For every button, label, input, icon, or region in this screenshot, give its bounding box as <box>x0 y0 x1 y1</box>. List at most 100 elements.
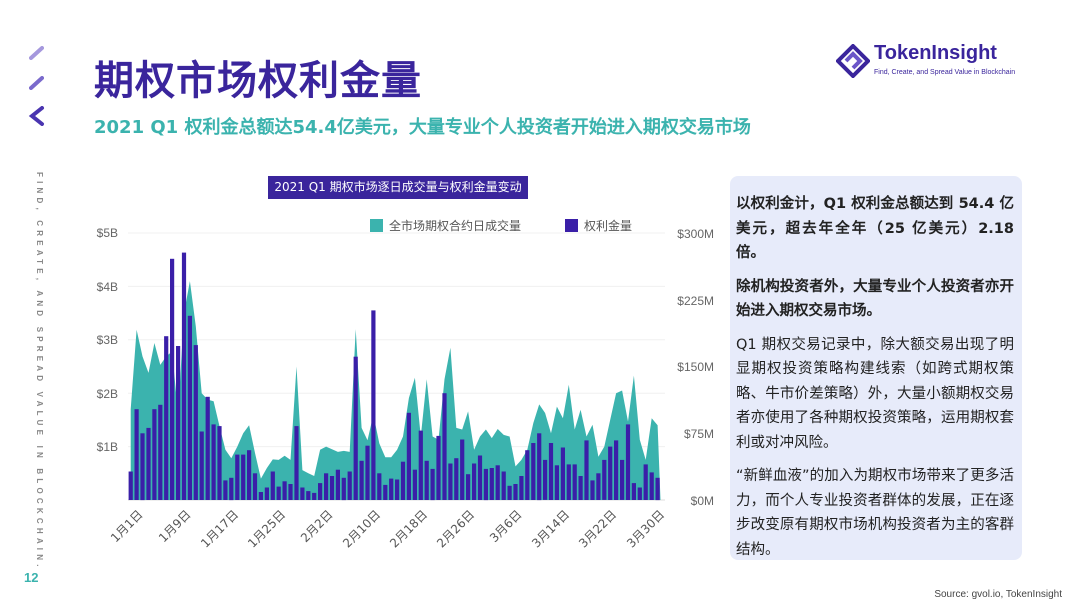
premium-bar <box>306 491 311 500</box>
premium-bar <box>282 481 287 500</box>
premium-bar <box>217 426 222 500</box>
y-right-tick: $225M <box>677 294 714 308</box>
premium-bar <box>525 450 530 500</box>
y-right-tick: $300M <box>677 227 714 241</box>
premium-bar <box>655 477 660 501</box>
premium-bar <box>466 474 471 500</box>
premium-bar <box>620 459 625 500</box>
premium-bar <box>448 463 453 500</box>
premium-bar <box>211 424 216 500</box>
premium-bar <box>590 480 595 500</box>
premium-bar <box>389 478 394 500</box>
premium-bar <box>134 409 139 500</box>
legend-item-premium: 权利金量 <box>565 217 632 234</box>
premium-bar <box>631 483 636 500</box>
logo-name: TokenInsight <box>874 42 997 64</box>
premium-bar <box>205 396 210 500</box>
source-note: Source: gvol.io, TokenInsight <box>934 589 1062 600</box>
premium-bar <box>294 426 299 500</box>
premium-bar <box>152 409 157 500</box>
premium-bar <box>353 356 358 500</box>
premium-bar <box>312 492 317 500</box>
page-title: 期权市场权利金量 <box>94 58 422 104</box>
premium-bar <box>406 412 411 500</box>
premium-bar <box>483 468 488 501</box>
premium-bar <box>424 460 429 500</box>
premium-bar <box>477 455 483 500</box>
premium-bar <box>324 473 329 500</box>
y-left-tick: $5B <box>96 226 118 240</box>
premium-bar <box>181 252 187 500</box>
y-left-tick: $2B <box>96 387 118 401</box>
premium-bar <box>128 471 133 500</box>
page-number: 12 <box>24 570 39 585</box>
y-left-tick: $3B <box>96 333 118 347</box>
chevron-decor-icon <box>28 106 44 126</box>
premium-bar <box>264 487 269 500</box>
premium-bar <box>602 459 607 500</box>
premium-bar <box>519 476 524 500</box>
premium-bar <box>241 454 246 500</box>
legend-swatch-teal <box>370 219 383 232</box>
premium-bar <box>383 484 388 500</box>
premium-bar <box>572 464 577 500</box>
premium-bar <box>276 486 281 500</box>
premium-bar <box>489 468 494 500</box>
premium-bar <box>442 393 447 500</box>
premium-bar <box>335 469 340 500</box>
panel-paragraph: 除机构投资者外，大量专业个人投资者亦开始进入期权交易市场。 <box>736 278 1014 320</box>
premium-bar <box>365 445 370 500</box>
logo-tagline: Find, Create, and Spread Value in Blockc… <box>874 69 1016 76</box>
premium-bar <box>146 427 151 500</box>
y-right-tick: $150M <box>677 360 714 374</box>
premium-bar <box>418 430 423 500</box>
premium-bar <box>548 443 554 500</box>
panel-paragraph: 以权利金计，Q1 权利金总额达到 54.4 亿美元，超去年全年（25 亿美元）2… <box>736 196 1014 261</box>
premium-bar <box>347 471 352 500</box>
premium-bar <box>247 450 252 500</box>
panel-paragraph: “新鲜血液”的加入为期权市场带来了更多活力，而个人专业投资者群体的发展，正在逐步… <box>736 468 1014 558</box>
premium-bar <box>400 461 406 500</box>
premium-bar <box>566 464 571 500</box>
premium-bar <box>395 479 400 500</box>
premium-bar <box>531 443 536 500</box>
premium-bar <box>584 440 589 500</box>
premium-bar <box>412 469 417 500</box>
premium-bar <box>300 487 305 500</box>
side-slogan: FIND, CREATE, AND SPREAD VALUE IN BLOCKC… <box>35 172 44 571</box>
premium-bar <box>158 404 163 500</box>
y-left-tick: $4B <box>96 280 118 294</box>
legend-item-volume: 全市场期权合约日成交量 <box>370 217 521 234</box>
premium-bar <box>140 433 145 501</box>
premium-bar <box>270 471 275 500</box>
chevron-decor-icon <box>29 46 44 60</box>
premium-bar <box>460 439 465 500</box>
premium-bar <box>501 471 506 500</box>
premium-bar <box>554 465 559 500</box>
premium-bar <box>430 468 435 501</box>
premium-bar <box>371 310 376 500</box>
premium-bar <box>608 446 613 500</box>
premium-bar <box>193 345 198 500</box>
premium-bar <box>537 433 542 501</box>
premium-bar <box>543 459 548 500</box>
logo-mark-icon <box>836 44 870 78</box>
premium-bar <box>472 463 477 500</box>
premium-bar <box>377 473 382 500</box>
premium-bar <box>252 473 258 500</box>
premium-bar <box>288 484 293 500</box>
premium-bar <box>614 440 619 500</box>
premium-bar <box>649 472 654 500</box>
premium-bar <box>495 465 500 500</box>
legend-swatch-purple <box>565 219 578 232</box>
volume-area <box>130 281 661 500</box>
premium-bar <box>176 346 181 500</box>
premium-bar <box>223 480 228 500</box>
page-subtitle: 2021 Q1 权利金总额达54.4亿美元，大量专业个人投资者开始进入期权交易市… <box>94 117 751 138</box>
chart-title: 2021 Q1 期权市场逐日成交量与权利金量变动 <box>268 176 528 199</box>
summary-panel: 以权利金计，Q1 权利金总额达到 54.4 亿美元，超去年全年（25 亿美元）2… <box>730 176 1022 560</box>
premium-bar <box>199 431 204 500</box>
y-right-tick: $75M <box>683 427 714 441</box>
premium-bar <box>229 477 234 501</box>
